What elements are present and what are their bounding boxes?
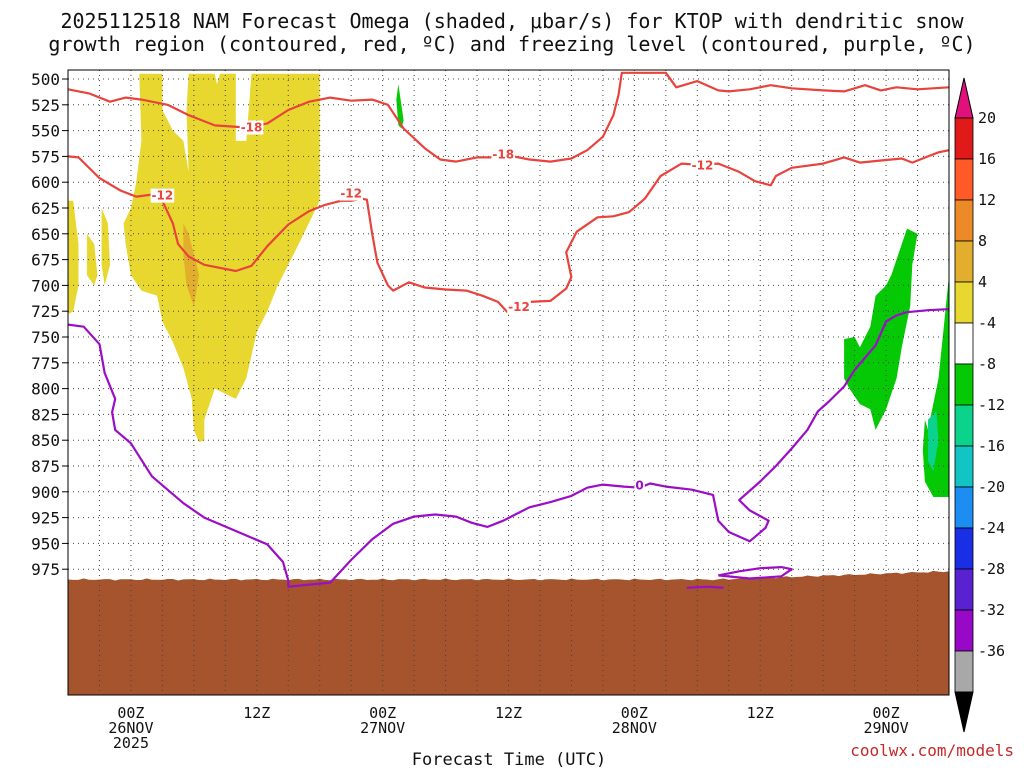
colorbar-swatch [954, 363, 974, 406]
colorbar-swatch [954, 199, 974, 242]
contour-label-bg [150, 188, 175, 203]
omega-region-teal [928, 411, 939, 472]
contour-freezing-level [68, 308, 949, 588]
colorbar-swatch [954, 322, 974, 365]
colorbar-label: -8 [978, 355, 996, 373]
colorbar-swatch [954, 445, 974, 488]
y-tick-label: 900 [31, 483, 60, 502]
omega-region-positive-1 [68, 200, 79, 315]
terrain-surface [68, 570, 949, 695]
colorbar-label: -12 [978, 396, 1005, 414]
colorbar-swatch [954, 404, 974, 447]
contour-label-bg [507, 300, 531, 315]
y-tick-label: 850 [31, 431, 60, 450]
x-tick-label: 12Z [243, 704, 270, 722]
colorbar-swatch [954, 527, 974, 570]
x-tick-label: 27NOV [360, 719, 405, 737]
colorbar-swatch [954, 650, 974, 693]
colorbar-label: 12 [978, 191, 996, 209]
x-tick-label: 28NOV [612, 719, 657, 737]
colorbar-top-arrow [954, 77, 974, 119]
contour-minus18 [68, 71, 949, 163]
colorbar-label: 4 [978, 273, 987, 291]
omega-region-green-large [844, 228, 918, 430]
chart-title-line-1: 2025112518 NAM Forecast Omega (shaded, μ… [60, 9, 964, 33]
y-tick-label: 875 [31, 457, 60, 476]
colorbar-label: -20 [978, 478, 1005, 496]
y-tick-label: 825 [31, 405, 60, 424]
x-tick-label: 12Z [747, 704, 774, 722]
contour-freezing-level-island [718, 566, 793, 580]
x-tick-label: 29NOV [863, 719, 908, 737]
colorbar-label: -36 [978, 642, 1005, 660]
y-tick-label: 725 [31, 302, 60, 321]
colorbar-swatch [954, 158, 974, 201]
omega-region-positive-2 [86, 233, 98, 286]
y-tick-label: 525 [31, 96, 60, 115]
colorbar-swatch [954, 117, 974, 160]
y-tick-label: 775 [31, 354, 60, 373]
contour-label: 0 [635, 479, 643, 493]
omega-region-green-small [396, 84, 404, 129]
colorbar-label: -32 [978, 601, 1005, 619]
colorbar-bottom-arrow [954, 691, 974, 733]
colorbar-label: 20 [978, 109, 996, 127]
y-tick-label: 625 [31, 199, 60, 218]
contour-label: -12 [340, 187, 362, 201]
colorbar-swatch [954, 486, 974, 529]
source-credit: coolwx.com/models [850, 741, 1014, 760]
x-tick-label: 00Z [621, 704, 648, 722]
contour-label: -18 [241, 121, 263, 135]
chart-title-line-2: growth region (contoured, red, ºC) and f… [48, 32, 976, 56]
colorbar-swatch [954, 568, 974, 611]
x-tick-label: 00Z [117, 704, 144, 722]
colorbar-swatch [954, 609, 974, 652]
contour-label-bg [239, 120, 264, 135]
contour-freezing-level-fragment [686, 585, 724, 589]
colorbar-label: 8 [978, 232, 987, 250]
y-tick-label: 975 [31, 560, 60, 579]
x-tick-label: 00Z [369, 704, 396, 722]
y-tick-label: 550 [31, 122, 60, 141]
contour-label: -12 [152, 189, 174, 203]
y-tick-label: 700 [31, 276, 60, 295]
colorbar-label: -24 [978, 519, 1005, 537]
contour-minus12 [68, 149, 949, 315]
colorbar-label: -28 [978, 560, 1005, 578]
colorbar-swatch [954, 281, 974, 324]
contour-label: -12 [692, 159, 714, 173]
y-tick-label: 675 [31, 251, 60, 270]
y-tick-label: 650 [31, 225, 60, 244]
contour-label: -18 [492, 147, 514, 161]
omega-region-positive-3 [101, 208, 110, 286]
contour-label-bg [690, 158, 715, 173]
contour-label: -12 [508, 300, 530, 314]
contour-label-bg [634, 478, 645, 493]
y-tick-label: 600 [31, 173, 60, 192]
colorbar-label: -16 [978, 437, 1005, 455]
colorbar-label: 16 [978, 150, 996, 168]
x-axis-title: Forecast Time (UTC) [412, 750, 606, 768]
plot-frame [67, 69, 950, 696]
contour-label-bg [491, 147, 516, 162]
colorbar-swatch [954, 240, 974, 283]
y-tick-label: 575 [31, 147, 60, 166]
x-tick-label: 12Z [495, 704, 522, 722]
contour-label-bg [339, 186, 364, 201]
y-tick-label: 950 [31, 534, 60, 553]
colorbar-label: -4 [978, 314, 996, 332]
x-tick-label: 26NOV [108, 719, 153, 737]
x-tick-label: 2025 [113, 734, 149, 752]
y-tick-label: 800 [31, 380, 60, 399]
omega-region-positive-4 [123, 73, 320, 443]
y-tick-label: 750 [31, 328, 60, 347]
x-tick-label: 00Z [873, 704, 900, 722]
omega-region-orange [183, 223, 200, 306]
y-tick-label: 500 [31, 70, 60, 89]
y-tick-label: 925 [31, 509, 60, 528]
